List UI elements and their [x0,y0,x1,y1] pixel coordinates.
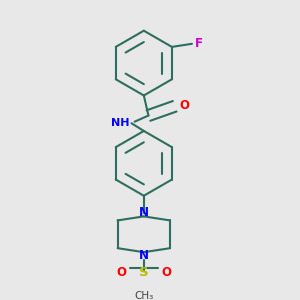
Text: O: O [161,266,171,279]
Text: N: N [139,206,149,219]
Text: O: O [117,266,127,279]
Text: N: N [139,249,149,262]
Text: NH: NH [111,118,130,128]
Text: CH₃: CH₃ [134,291,154,300]
Text: O: O [180,99,190,112]
Text: F: F [195,37,203,50]
Text: S: S [139,266,148,279]
